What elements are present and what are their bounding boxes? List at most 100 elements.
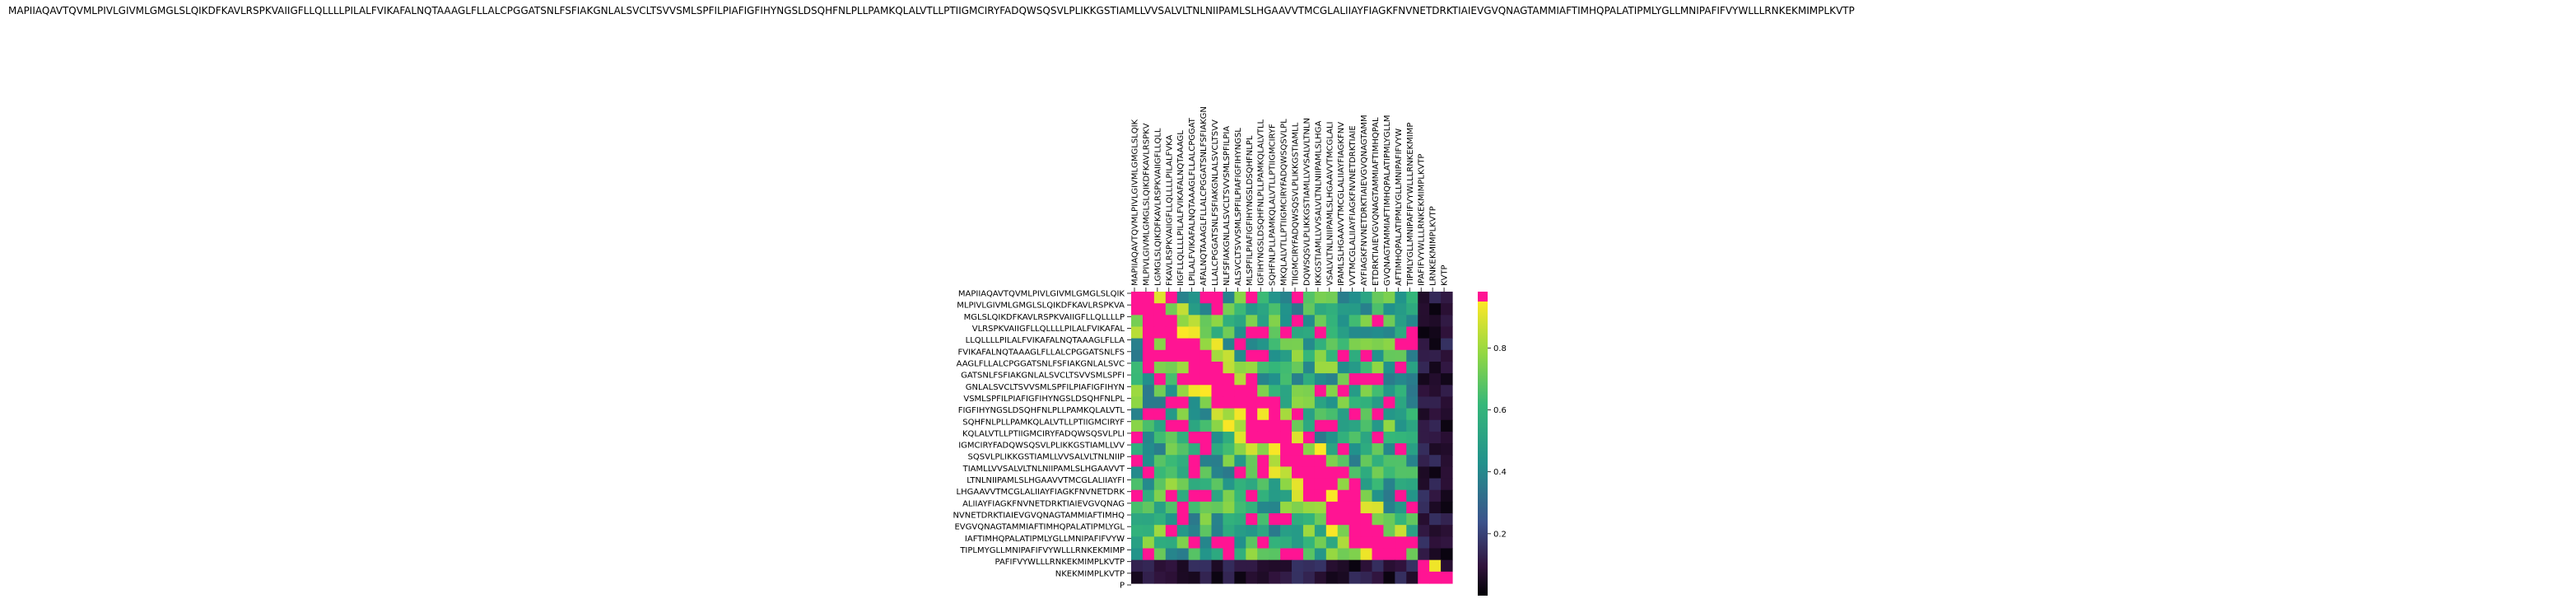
heatmap-cell bbox=[1314, 571, 1327, 584]
heatmap-cell bbox=[1257, 408, 1269, 421]
heatmap-cell bbox=[1153, 326, 1167, 339]
heatmap-cell bbox=[1142, 548, 1155, 561]
heatmap-cell bbox=[1314, 513, 1327, 526]
heatmap-cell bbox=[1325, 373, 1339, 386]
heatmap-cell bbox=[1441, 443, 1453, 456]
heatmap-cell bbox=[1188, 571, 1201, 584]
heatmap-cell bbox=[1280, 443, 1293, 456]
heatmap-cell bbox=[1418, 326, 1430, 339]
heatmap-cell bbox=[1429, 431, 1442, 444]
y-tick-label: MLPIVLGIVMLGMGLSLQIKDFKAVLRSPKVA bbox=[957, 302, 1125, 311]
heatmap-cell bbox=[1395, 455, 1407, 467]
heatmap-cell bbox=[1292, 466, 1304, 479]
heatmap-cell bbox=[1269, 349, 1281, 362]
heatmap-cell bbox=[1246, 513, 1258, 526]
heatmap-cell bbox=[1337, 408, 1350, 421]
colorbar-tick-label: 0.8 bbox=[1493, 344, 1507, 353]
heatmap-cell bbox=[1441, 501, 1453, 514]
heatmap-cell bbox=[1383, 292, 1395, 304]
heatmap-cell bbox=[1441, 559, 1453, 573]
heatmap-cell bbox=[1199, 303, 1213, 316]
heatmap-cell bbox=[1234, 315, 1246, 328]
heatmap-cell bbox=[1199, 349, 1213, 362]
heatmap-cell bbox=[1223, 373, 1235, 386]
heatmap-cell bbox=[1372, 466, 1385, 479]
heatmap-cell bbox=[1176, 292, 1190, 304]
heatmap-cell bbox=[1199, 315, 1213, 328]
heatmap-cell bbox=[1257, 489, 1269, 503]
heatmap-cell bbox=[1337, 431, 1350, 444]
heatmap-cell bbox=[1292, 478, 1304, 491]
heatmap-cell bbox=[1142, 478, 1155, 491]
heatmap-cell bbox=[1257, 455, 1269, 467]
x-tick-label: TIIGMCIRYFADQWSQSVLPLIKKGSTIAMLL bbox=[1292, 122, 1301, 287]
heatmap-cell bbox=[1395, 431, 1407, 444]
heatmap-cell bbox=[1441, 419, 1453, 433]
heatmap-cell bbox=[1302, 536, 1316, 550]
heatmap-cell bbox=[1142, 419, 1155, 433]
heatmap-cell bbox=[1314, 525, 1327, 537]
heatmap-cell bbox=[1292, 548, 1304, 561]
y-tick-label: SQHFNLPLLPAMKQLALVTLLPTIIGMCIRYF bbox=[962, 418, 1125, 427]
heatmap-cell bbox=[1131, 292, 1144, 304]
heatmap-cell bbox=[1349, 513, 1362, 526]
heatmap-cell bbox=[1188, 478, 1201, 491]
heatmap-cell bbox=[1383, 431, 1395, 444]
heatmap-cell bbox=[1383, 326, 1395, 339]
heatmap-cell bbox=[1325, 303, 1339, 316]
heatmap-cell bbox=[1246, 326, 1258, 339]
heatmap-cell bbox=[1395, 419, 1407, 433]
heatmap-cell bbox=[1314, 478, 1327, 491]
heatmap-cell bbox=[1325, 466, 1339, 479]
heatmap-cell bbox=[1269, 408, 1281, 421]
x-tick-label: IKKGSTIAMLLVVSALVLTNLNIIPAMLSLHGA bbox=[1314, 121, 1323, 286]
heatmap-cell bbox=[1165, 315, 1178, 328]
heatmap-cell bbox=[1429, 385, 1442, 398]
heatmap-cell bbox=[1211, 315, 1224, 328]
heatmap-cell bbox=[1395, 338, 1407, 351]
heatmap-cell bbox=[1360, 536, 1373, 550]
heatmap-cell bbox=[1372, 292, 1385, 304]
heatmap-cell bbox=[1280, 315, 1293, 328]
heatmap-cell bbox=[1131, 419, 1144, 433]
heatmap-cell bbox=[1211, 548, 1224, 561]
y-tick-label: VLRSPKVAIIGFLLQLLLLPILALFVIKAFAL bbox=[972, 325, 1125, 334]
heatmap-cell bbox=[1349, 501, 1362, 514]
heatmap-cell bbox=[1199, 431, 1213, 444]
heatmap-cell bbox=[1188, 385, 1201, 398]
heatmap-cell bbox=[1176, 303, 1190, 316]
heatmap-cell bbox=[1165, 419, 1178, 433]
heatmap-cell bbox=[1383, 525, 1395, 537]
heatmap-cell bbox=[1372, 443, 1385, 456]
heatmap-cell bbox=[1383, 338, 1395, 351]
heatmap-cell bbox=[1441, 489, 1453, 503]
heatmap-cell bbox=[1292, 373, 1304, 386]
heatmap-cell bbox=[1257, 361, 1269, 374]
heatmap-cell bbox=[1188, 361, 1201, 374]
heatmap-cell bbox=[1325, 548, 1339, 561]
heatmap-cell bbox=[1257, 338, 1269, 351]
heatmap-cell bbox=[1406, 443, 1418, 456]
heatmap-cell bbox=[1153, 478, 1167, 491]
heatmap-cell bbox=[1234, 455, 1246, 467]
heatmap-cell bbox=[1429, 443, 1442, 456]
heatmap-cell bbox=[1418, 525, 1430, 537]
heatmap-cell bbox=[1188, 419, 1201, 433]
heatmap-cell bbox=[1418, 455, 1430, 467]
heatmap-cell bbox=[1131, 408, 1144, 421]
x-tick-label: VVTMCGLALIIAYFIAGKFNVNETDRKTIAIE bbox=[1349, 125, 1358, 286]
heatmap-cell bbox=[1302, 548, 1316, 561]
heatmap-cell bbox=[1372, 501, 1385, 514]
heatmap-cell bbox=[1418, 361, 1430, 374]
heatmap-cell bbox=[1176, 513, 1190, 526]
heatmap-cell bbox=[1383, 536, 1395, 550]
heatmap-cell bbox=[1211, 349, 1224, 362]
heatmap-cell bbox=[1302, 466, 1316, 479]
heatmap-cell bbox=[1199, 489, 1213, 503]
heatmap-cell bbox=[1383, 501, 1395, 514]
heatmap-cell bbox=[1199, 361, 1213, 374]
heatmap-cell bbox=[1280, 326, 1293, 339]
heatmap-cell bbox=[1269, 361, 1281, 374]
heatmap-cell bbox=[1176, 431, 1190, 444]
